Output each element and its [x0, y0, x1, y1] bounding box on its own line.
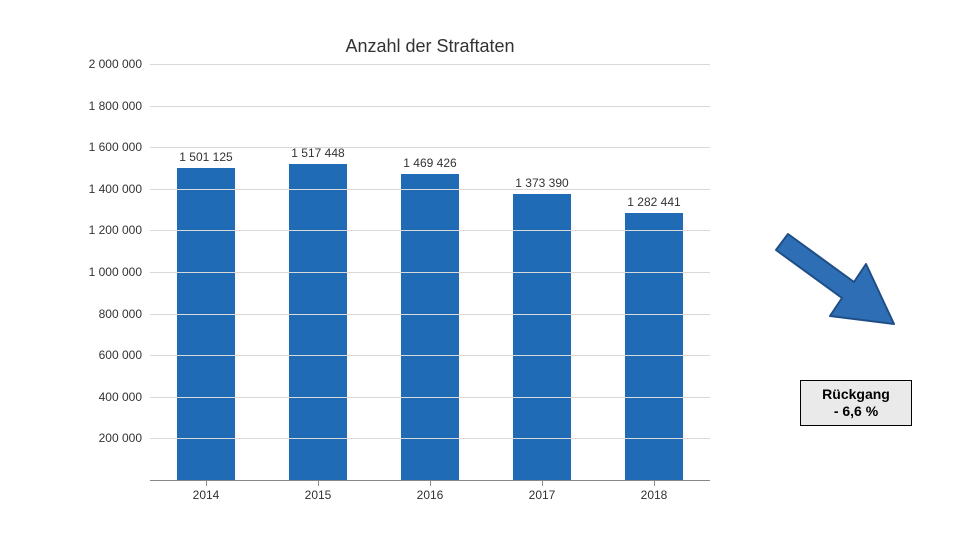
arrow-down-right-icon — [770, 210, 910, 340]
gridline — [150, 272, 710, 273]
callout-box: Rückgang - 6,6 % — [800, 380, 912, 426]
x-tick-label: 2017 — [529, 488, 556, 502]
x-tick-label: 2016 — [417, 488, 444, 502]
chart-title: Anzahl der Straftaten — [150, 36, 710, 57]
bar: 1 282 441 — [625, 213, 683, 480]
bar-value-label: 1 501 125 — [179, 150, 232, 164]
bar: 1 469 426 — [401, 174, 459, 480]
bar: 1 517 448 — [289, 164, 347, 480]
bar: 1 373 390 — [513, 194, 571, 480]
gridline — [150, 314, 710, 315]
bar-value-label: 1 469 426 — [403, 156, 456, 170]
bar: 1 501 125 — [177, 168, 235, 480]
gridline — [150, 438, 710, 439]
y-tick-label: 1 200 000 — [89, 223, 142, 237]
y-tick-label: 600 000 — [99, 348, 142, 362]
trend-arrow — [770, 210, 910, 340]
gridline — [150, 230, 710, 231]
x-tick — [318, 480, 319, 486]
callout-line1: Rückgang — [822, 386, 890, 404]
y-tick-label: 1 600 000 — [89, 140, 142, 154]
gridline — [150, 106, 710, 107]
bar-value-label: 1 282 441 — [627, 195, 680, 209]
x-tick — [542, 480, 543, 486]
y-tick-label: 800 000 — [99, 307, 142, 321]
gridline — [150, 355, 710, 356]
gridline — [150, 397, 710, 398]
y-tick-label: 200 000 — [99, 431, 142, 445]
y-tick-label: 1 000 000 — [89, 265, 142, 279]
x-tick-label: 2014 — [193, 488, 220, 502]
x-tick — [430, 480, 431, 486]
gridline — [150, 147, 710, 148]
y-tick-label: 1 800 000 — [89, 99, 142, 113]
x-tick-label: 2015 — [305, 488, 332, 502]
y-tick-label: 2 000 000 — [89, 57, 142, 71]
x-tick — [654, 480, 655, 486]
y-tick-label: 1 400 000 — [89, 182, 142, 196]
plot-area: 1 501 125 1 517 448 1 469 426 1 373 390 1 28… — [150, 64, 710, 481]
bar-value-label: 1 517 448 — [291, 146, 344, 160]
y-tick-label: 400 000 — [99, 390, 142, 404]
gridline — [150, 189, 710, 190]
callout-line2: - 6,6 % — [834, 403, 878, 421]
x-tick — [206, 480, 207, 486]
gridline — [150, 64, 710, 65]
x-tick-label: 2018 — [641, 488, 668, 502]
